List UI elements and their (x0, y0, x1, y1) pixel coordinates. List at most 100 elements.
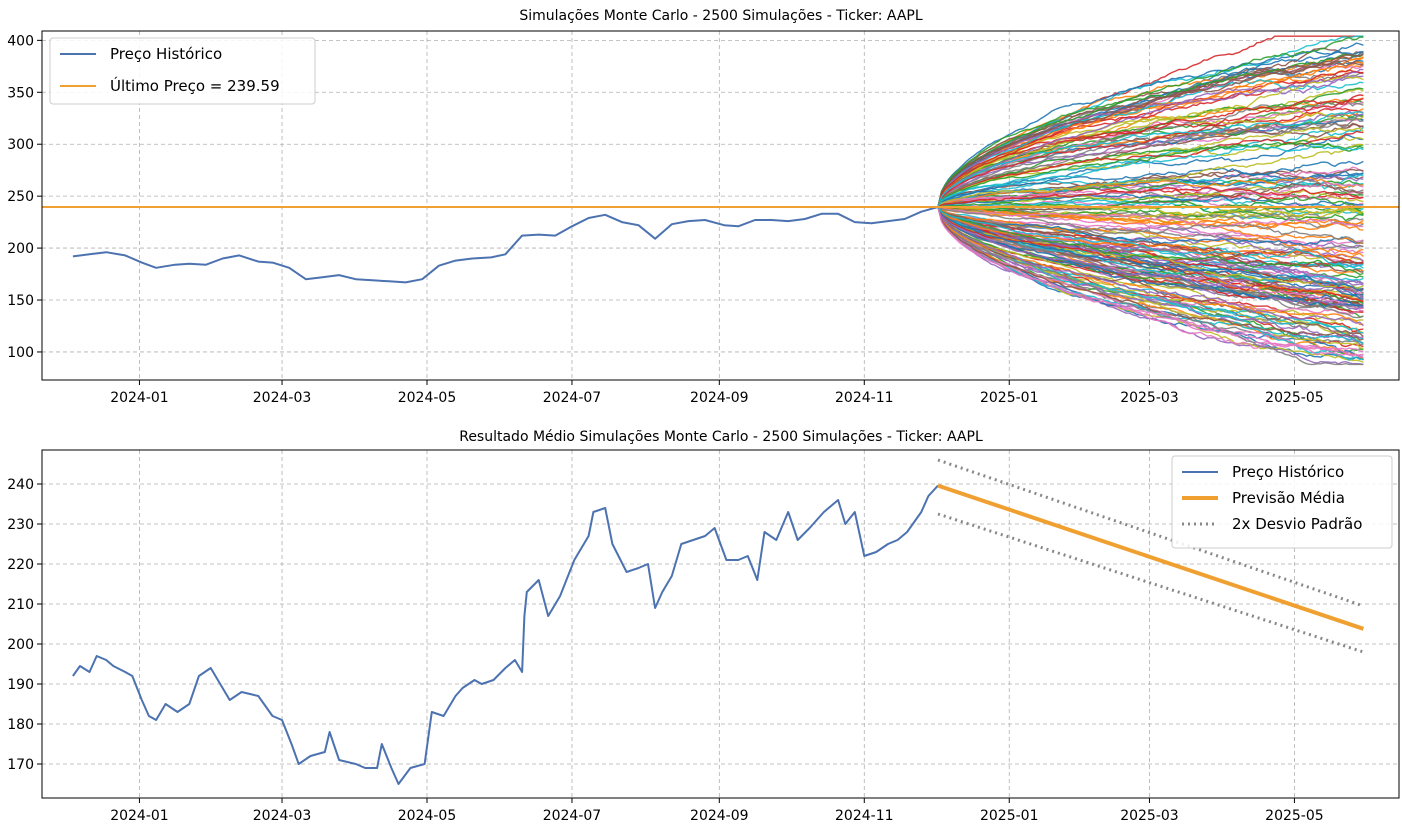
simulation-path (937, 59, 1364, 208)
simulation-path (937, 111, 1364, 208)
legend-label-std-dev: 2x Desvio Padrão (1232, 515, 1362, 533)
simulation-path (937, 206, 1364, 268)
simulation-path (937, 182, 1364, 212)
chart-title: Simulações Monte Carlo - 2500 Simulações… (519, 8, 923, 24)
simulation-paths (937, 35, 1364, 366)
y-tick-label: 350 (7, 85, 34, 101)
simulation-path (937, 206, 1364, 311)
simulation-path (937, 176, 1364, 208)
x-tick-label: 2024-05 (398, 390, 457, 406)
x-tick-label: 2024-09 (690, 390, 749, 406)
x-tick-label: 2025-01 (980, 390, 1039, 406)
simulation-path (937, 36, 1364, 208)
x-tick-label: 2024-01 (110, 808, 169, 824)
series-historical-price (72, 484, 939, 785)
simulation-path (937, 206, 1364, 246)
x-tick-label: 2024-01 (110, 390, 169, 406)
simulation-path (937, 206, 1364, 341)
simulation-path (937, 206, 1364, 322)
simulation-path (937, 117, 1364, 208)
y-tick-label: 210 (7, 597, 34, 613)
legend-label-forecast: Previsão Média (1232, 489, 1345, 507)
y-tick-label: 240 (7, 477, 34, 493)
simulation-path (937, 206, 1364, 327)
simulation-path (937, 206, 1364, 350)
simulation-path (937, 206, 1364, 286)
x-tick-label: 2025-03 (1120, 390, 1179, 406)
simulation-path (937, 206, 1364, 292)
x-tick-label: 2025-05 (1265, 808, 1324, 824)
simulation-path (937, 53, 1364, 208)
y-tick-label: 220 (7, 557, 34, 573)
simulation-path (937, 126, 1364, 208)
simulation-path (937, 206, 1364, 288)
plot-frame (41, 449, 1400, 799)
y-tick-label: 180 (7, 717, 34, 733)
series-historical-price (72, 206, 939, 284)
simulation-path (937, 206, 1364, 222)
simulation-path (937, 143, 1364, 208)
chart-title: Resultado Médio Simulações Monte Carlo -… (459, 429, 983, 445)
series-std-dev-lower (937, 512, 1364, 654)
simulation-path (937, 193, 1364, 208)
simulation-path (937, 206, 1364, 229)
simulation-path (937, 206, 1364, 339)
simulation-path (937, 68, 1364, 208)
simulation-path (937, 206, 1364, 273)
simulation-path (937, 196, 1364, 215)
x-tick-label: 2025-05 (1265, 390, 1324, 406)
simulation-path (937, 110, 1364, 208)
y-tick-label: 250 (7, 189, 34, 205)
axis-ticks: 2024-01 2024-03 2024-05 2024-07 2024-09 2024-… (7, 33, 1323, 406)
x-tick-label: 2024-03 (253, 808, 312, 824)
x-tick-label: 2024-03 (253, 390, 312, 406)
legend-label-historical: Preço Histórico (110, 45, 222, 63)
simulation-path (937, 56, 1364, 208)
y-tick-label: 300 (7, 137, 34, 153)
y-tick-label: 200 (7, 637, 34, 653)
y-tick-label: 190 (7, 677, 34, 693)
simulation-path (937, 206, 1364, 358)
simulation-path (937, 206, 1364, 326)
x-tick-label: 2024-11 (835, 390, 894, 406)
x-tick-label: 2024-09 (690, 808, 749, 824)
simulation-path (937, 206, 1364, 245)
y-tick-label: 230 (7, 517, 34, 533)
series-layer (72, 458, 1365, 785)
simulation-path (937, 206, 1364, 244)
y-tick-label: 200 (7, 241, 34, 257)
legend-box (49, 37, 316, 105)
series-mean-forecast (937, 483, 1365, 631)
y-tick-label: 400 (7, 33, 34, 49)
simulation-path (937, 206, 1364, 255)
y-tick-label: 170 (7, 757, 34, 773)
simulation-path (937, 107, 1364, 208)
legend-label-historical: Preço Histórico (1232, 463, 1344, 481)
simulation-path (937, 206, 1364, 309)
chart-mean-result: Resultado Médio Simulações Monte Carlo -… (7, 429, 1400, 824)
simulation-path (937, 49, 1364, 208)
simulation-path (937, 97, 1364, 208)
simulation-path (937, 142, 1364, 208)
y-tick-label: 100 (7, 345, 34, 361)
simulation-path (937, 206, 1364, 219)
x-tick-label: 2025-03 (1120, 808, 1179, 824)
legend: Preço Histórico Previsão Média 2x Desvio… (1171, 455, 1393, 549)
simulation-path (937, 186, 1364, 208)
x-tick-label: 2024-07 (543, 808, 602, 824)
chart-monte-carlo-simulations: Simulações Monte Carlo - 2500 Simulações… (7, 8, 1400, 406)
series-layer (42, 205, 1399, 284)
simulation-path (937, 35, 1364, 208)
simulation-path (937, 78, 1364, 208)
simulation-path (937, 144, 1364, 208)
simulation-path (937, 206, 1364, 276)
y-tick-label: 150 (7, 293, 34, 309)
simulation-path (937, 206, 1364, 294)
plot-frame (41, 30, 1400, 381)
simulation-path (937, 206, 1364, 337)
x-tick-label: 2024-07 (543, 390, 602, 406)
x-tick-label: 2024-11 (835, 808, 894, 824)
x-tick-label: 2024-05 (398, 808, 457, 824)
legend-label-last-price: Último Preço = 239.59 (110, 76, 280, 95)
